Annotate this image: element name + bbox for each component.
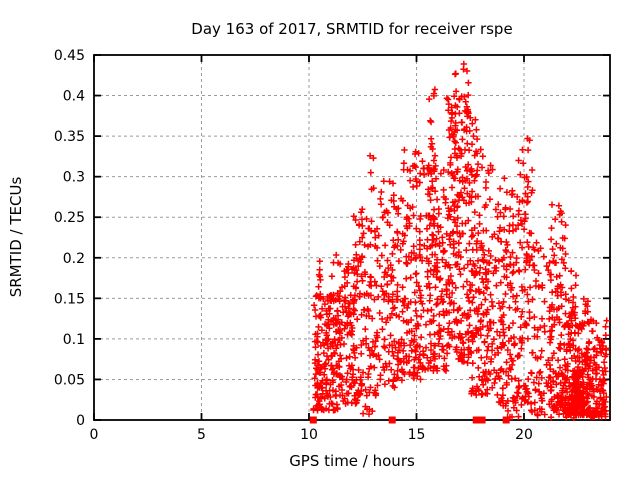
x-tick-label: 20 — [515, 427, 533, 443]
y-tick-label: 0.45 — [54, 48, 85, 64]
y-tick-label: 0.35 — [54, 129, 85, 145]
y-tick-label: 0.3 — [63, 170, 85, 186]
x-tick-label: 10 — [300, 427, 318, 443]
zero-value-markers — [309, 416, 510, 424]
scatter-points — [310, 60, 610, 422]
zero-marker — [472, 416, 480, 424]
x-tick-label: 15 — [408, 427, 426, 443]
y-tick-labels: 0 0.05 0.1 0.15 0.2 0.25 0.3 0.35 0.4 0.45 — [54, 48, 85, 429]
y-tick-label: 0.4 — [63, 89, 85, 105]
chart-title: Day 163 of 2017, SRMTID for receiver rsp… — [191, 20, 512, 38]
y-tick-label: 0.15 — [54, 291, 85, 307]
y-tick-label: 0.1 — [63, 332, 85, 348]
zero-marker — [309, 416, 317, 424]
y-tick-label: 0 — [76, 413, 85, 429]
x-tick-labels: 0 5 10 15 20 — [90, 427, 533, 443]
x-axis-label: GPS time / hours — [289, 452, 415, 470]
y-tick-label: 0.05 — [54, 372, 85, 388]
y-tick-label: 0.25 — [54, 210, 85, 226]
scatter-series — [310, 60, 610, 422]
y-tick-label: 0.2 — [63, 251, 85, 267]
zero-marker — [388, 416, 396, 424]
zero-marker — [502, 416, 510, 424]
x-tick-label: 0 — [90, 427, 99, 443]
y-axis-label: SRMTID / TECUs — [7, 177, 25, 298]
zero-marker — [478, 416, 486, 424]
plot-border — [93, 54, 611, 421]
x-tick-label: 5 — [197, 427, 206, 443]
axis-ticks — [93, 54, 610, 421]
